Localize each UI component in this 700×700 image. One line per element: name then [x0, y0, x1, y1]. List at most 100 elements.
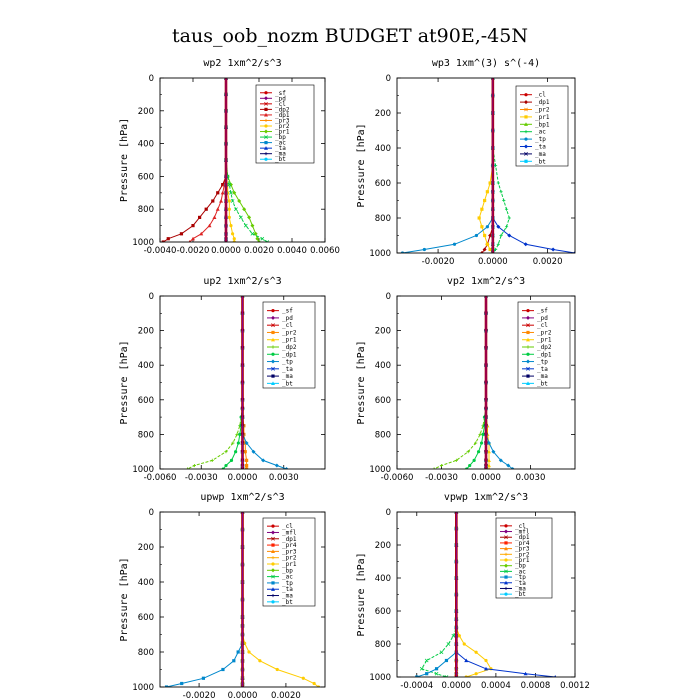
- y-tick-label: 600: [138, 613, 154, 623]
- x-tick-label: 0.0000: [441, 681, 471, 691]
- series-line-tp: [402, 78, 494, 253]
- legend-entry: _ma: [275, 151, 286, 158]
- legend-entry: _pr2: [282, 555, 297, 562]
- series-point: [462, 642, 466, 646]
- series-point: [243, 223, 248, 228]
- x-tick-label: -0.0020: [422, 257, 455, 267]
- series-point: [507, 233, 512, 238]
- legend-marker: [271, 549, 275, 553]
- series-point: [210, 458, 214, 462]
- legend-box: [517, 301, 571, 389]
- legend-marker: [264, 135, 268, 139]
- legend-entry: _ma: [537, 373, 548, 380]
- series-point: [198, 215, 202, 219]
- series-point: [523, 242, 528, 247]
- legend-marker: [504, 592, 508, 596]
- legend-entry: _ac: [282, 574, 293, 581]
- legend-entry: _sf: [275, 90, 286, 97]
- legend-marker: [271, 587, 275, 591]
- series-point: [221, 183, 225, 187]
- y-axis-label: Pressure [hPa]: [119, 557, 130, 641]
- legend: _cl_mfl_dp1_pr4_pr3_pr2_pr1_bp_ac_tp_ta_…: [495, 517, 553, 599]
- series-line-tp: [416, 512, 457, 677]
- series-point: [242, 207, 247, 212]
- y-tick-label: 800: [138, 648, 154, 658]
- legend-marker: [271, 536, 275, 541]
- panel-title: upwp 1xm^2/s^3: [200, 492, 284, 503]
- x-tick-label: 0.0020: [244, 246, 274, 256]
- series-point: [257, 240, 261, 242]
- legend-entry: _dp1: [537, 351, 552, 358]
- legend-marker: [526, 337, 530, 342]
- legend-entry: _tp: [535, 136, 546, 143]
- series-point: [244, 441, 249, 446]
- y-tick-label: 800: [375, 214, 391, 224]
- series-point: [483, 198, 487, 203]
- y-tick-label: 0: [386, 292, 391, 302]
- legend-marker: [524, 137, 528, 141]
- series-point: [573, 251, 575, 253]
- legend-marker: [264, 96, 268, 101]
- x-tick-label: -0.0040: [144, 246, 177, 256]
- y-tick-label: 400: [375, 574, 391, 584]
- series-point: [422, 247, 426, 252]
- legend-marker: [504, 524, 508, 528]
- series-point: [250, 231, 255, 236]
- series-point: [212, 215, 217, 219]
- series-point: [245, 463, 249, 468]
- y-tick-label: 800: [138, 205, 154, 215]
- series-point: [464, 658, 469, 663]
- legend-entry: _pd: [282, 315, 293, 322]
- legend-entry: _ma: [515, 585, 526, 592]
- series-point: [484, 658, 488, 663]
- legend-entry: _ta: [537, 366, 548, 373]
- series-point: [245, 458, 249, 462]
- series-point: [227, 199, 231, 203]
- y-tick-label: 1000: [369, 673, 391, 683]
- series-point: [191, 236, 195, 241]
- series-point: [466, 450, 470, 454]
- legend-marker: [524, 122, 528, 126]
- legend-marker: [526, 359, 530, 364]
- legend-marker: [264, 107, 268, 111]
- series-point: [211, 199, 215, 203]
- series-point: [474, 650, 478, 654]
- series-point: [510, 467, 515, 469]
- series-line-ac: [420, 512, 457, 677]
- series-point: [483, 233, 487, 238]
- legend-marker: [271, 315, 275, 320]
- legend-marker: [271, 345, 275, 349]
- series-point: [229, 458, 234, 462]
- legend-marker: [271, 366, 275, 371]
- y-tick-label: 800: [138, 430, 154, 440]
- y-tick-label: 200: [138, 107, 154, 117]
- plot-frame: [396, 77, 576, 254]
- series-point: [250, 223, 255, 228]
- y-tick-label: 0: [386, 508, 391, 518]
- y-axis-label: Pressure [hPa]: [119, 340, 130, 424]
- legend-marker: [271, 530, 275, 535]
- legend-entry: _cl: [282, 523, 293, 530]
- legend-marker: [271, 581, 275, 585]
- legend-marker: [504, 535, 508, 540]
- legend-marker: [526, 309, 530, 313]
- y-tick-label: 1000: [369, 465, 391, 475]
- legend-marker: [526, 374, 530, 378]
- legend-marker: [271, 330, 275, 335]
- series-point: [230, 199, 235, 203]
- series-point: [255, 236, 260, 241]
- panel-title: vpwp 1xm^2/s^3: [444, 492, 528, 503]
- series-point: [232, 659, 236, 663]
- series-point: [472, 458, 476, 462]
- series-point: [224, 450, 228, 454]
- chart-panel-3: up2 1xm^2/s^3 Pressure [hPa] 0 200 400 600 800…: [119, 276, 326, 483]
- series-point: [480, 207, 484, 211]
- panel-title: wp2 1xm^2/s^3: [203, 58, 281, 69]
- legend-entry: _cl: [537, 322, 548, 329]
- legend-marker: [271, 574, 275, 579]
- legend-entry: _bt: [282, 380, 293, 387]
- legend: _sf_pd_cl_dp2_dp1_pr3_pr2_pr1_bp_ac_ta_m…: [255, 84, 315, 164]
- x-tick-label: 0.0000: [228, 473, 258, 483]
- series-point: [504, 225, 509, 229]
- legend-marker: [504, 569, 508, 574]
